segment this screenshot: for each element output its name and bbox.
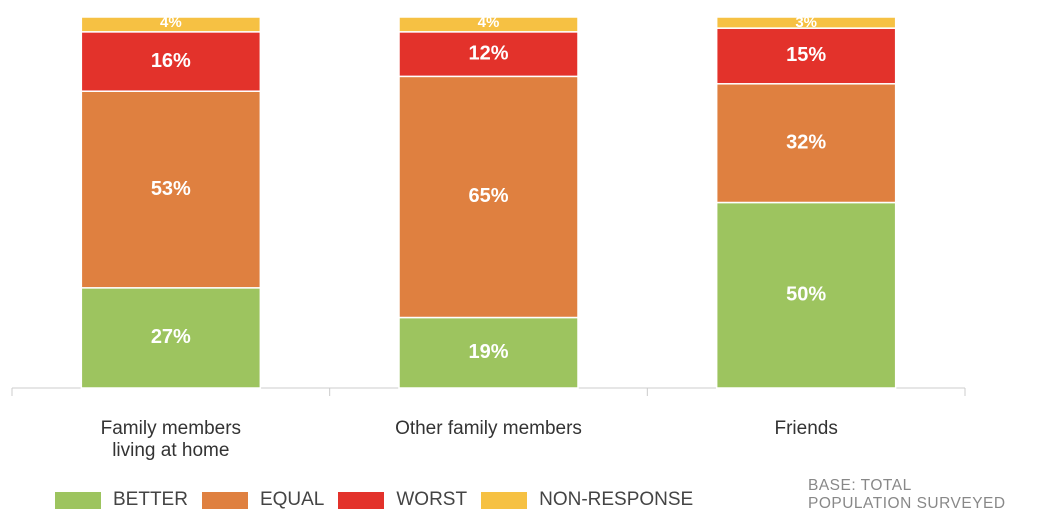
data-label: 16% xyxy=(151,50,191,72)
data-label: 12% xyxy=(468,42,508,64)
legend-item: NON-RESPONSE xyxy=(481,489,693,511)
x-tick-label: Other family members xyxy=(395,418,582,439)
legend-swatch xyxy=(338,491,385,509)
bar-segment xyxy=(80,90,262,289)
data-label: 3% xyxy=(795,14,817,31)
legend-swatch xyxy=(481,491,528,509)
legend-label: BETTER xyxy=(113,489,188,510)
legend-swatch xyxy=(201,491,248,509)
data-label: 4% xyxy=(160,14,182,31)
legend-label: EQUAL xyxy=(259,489,325,510)
legend-item: WORST xyxy=(338,489,467,511)
data-label: 4% xyxy=(478,14,500,31)
data-label: 50% xyxy=(786,284,826,306)
legend: BETTER EQUAL WORST NON-RESPONSE xyxy=(55,489,707,511)
data-label: 15% xyxy=(786,44,826,66)
data-label: 32% xyxy=(786,131,826,153)
bar-segment xyxy=(80,16,262,33)
x-tick-label: Family members living at home xyxy=(100,418,242,461)
bar-segment xyxy=(398,31,579,78)
bar-segment xyxy=(715,16,897,29)
data-label: 53% xyxy=(151,178,191,200)
bar-segment xyxy=(398,16,579,33)
data-label: 27% xyxy=(151,326,191,348)
legend-item: EQUAL xyxy=(201,489,325,511)
bar-segment xyxy=(715,27,897,85)
legend-label: WORST xyxy=(396,489,468,510)
bar-segment xyxy=(80,31,262,92)
legend-item: BETTER xyxy=(55,489,188,511)
data-label: 65% xyxy=(468,185,508,207)
legend-swatch xyxy=(55,491,101,509)
bar-segment xyxy=(398,316,579,389)
bar-segment xyxy=(398,75,579,319)
note: BASE: TOTAL POPULATION SURVEYED xyxy=(808,477,1006,512)
x-tick-label: Friends xyxy=(774,418,838,439)
data-label: 19% xyxy=(468,341,508,363)
bar-segment xyxy=(80,287,262,389)
bar-segment xyxy=(715,201,897,389)
legend-label: NON-RESPONSE xyxy=(539,489,694,510)
